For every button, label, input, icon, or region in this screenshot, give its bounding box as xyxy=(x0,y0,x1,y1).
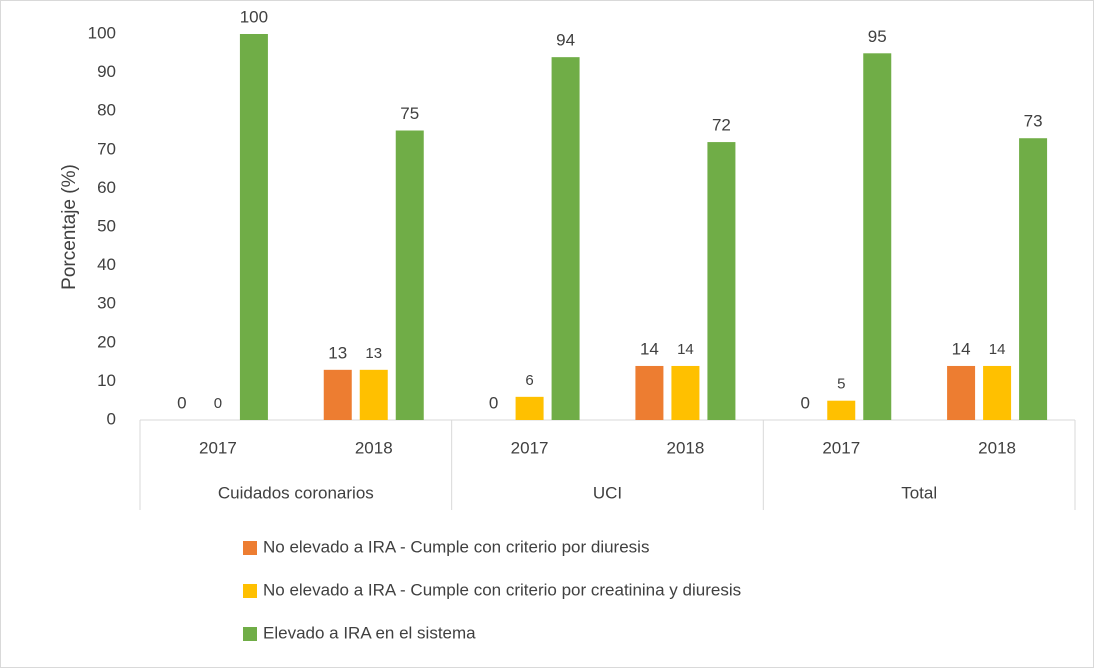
legend-label: Elevado a IRA en el sistema xyxy=(263,623,476,642)
y-tick-label: 10 xyxy=(97,371,116,390)
y-tick-label: 20 xyxy=(97,332,116,351)
group-label: UCI xyxy=(593,483,622,502)
bar xyxy=(359,369,388,420)
x-tick-label: 2018 xyxy=(667,438,705,457)
x-tick-label: 2017 xyxy=(511,438,549,457)
y-tick-label: 80 xyxy=(97,101,116,120)
value-label: 0 xyxy=(489,393,498,412)
y-tick-label: 100 xyxy=(88,23,116,42)
value-label: 0 xyxy=(801,393,810,412)
x-tick-label: 2018 xyxy=(355,438,393,457)
value-label: 14 xyxy=(640,339,659,358)
value-label: 6 xyxy=(525,372,533,389)
bar xyxy=(827,400,856,420)
legend-label: No elevado a IRA - Cumple con criterio p… xyxy=(263,580,741,599)
bar xyxy=(947,365,976,420)
value-label: 75 xyxy=(400,104,419,123)
bar xyxy=(395,130,424,420)
bar xyxy=(635,365,664,420)
legend-swatch xyxy=(243,627,257,641)
bar xyxy=(239,34,268,420)
value-label: 100 xyxy=(240,7,268,26)
value-label: 95 xyxy=(868,27,887,46)
value-label: 5 xyxy=(837,376,845,393)
bar xyxy=(515,396,544,420)
group-label: Total xyxy=(901,483,937,502)
bar xyxy=(707,142,736,420)
y-tick-label: 70 xyxy=(97,139,116,158)
y-tick-label: 50 xyxy=(97,216,116,235)
value-label: 13 xyxy=(328,343,347,362)
bar xyxy=(671,365,700,420)
y-tick-label: 40 xyxy=(97,255,116,274)
legend-swatch xyxy=(243,584,257,598)
y-tick-label: 30 xyxy=(97,294,116,313)
x-tick-label: 2017 xyxy=(822,438,860,457)
bar xyxy=(551,57,580,420)
group-label: Cuidados coronarios xyxy=(218,483,374,502)
y-tick-label: 60 xyxy=(97,178,116,197)
x-tick-label: 2018 xyxy=(978,438,1016,457)
value-label: 14 xyxy=(989,341,1006,358)
y-tick-label: 0 xyxy=(107,409,116,428)
bar xyxy=(983,365,1012,420)
value-label: 14 xyxy=(677,341,694,358)
value-label: 14 xyxy=(952,339,971,358)
value-label: 13 xyxy=(365,345,382,362)
legend-label: No elevado a IRA - Cumple con criterio p… xyxy=(263,537,649,556)
bar xyxy=(323,369,352,420)
y-tick-label: 90 xyxy=(97,62,116,81)
value-label: 72 xyxy=(712,116,731,135)
x-tick-label: 2017 xyxy=(199,438,237,457)
value-label: 0 xyxy=(177,393,186,412)
y-axis-label: Porcentaje (%) xyxy=(59,164,80,290)
bar xyxy=(863,53,892,421)
value-label: 94 xyxy=(556,31,575,50)
value-label: 0 xyxy=(214,395,222,412)
value-label: 73 xyxy=(1024,112,1043,131)
bar xyxy=(1019,138,1048,420)
legend-swatch xyxy=(243,541,257,555)
